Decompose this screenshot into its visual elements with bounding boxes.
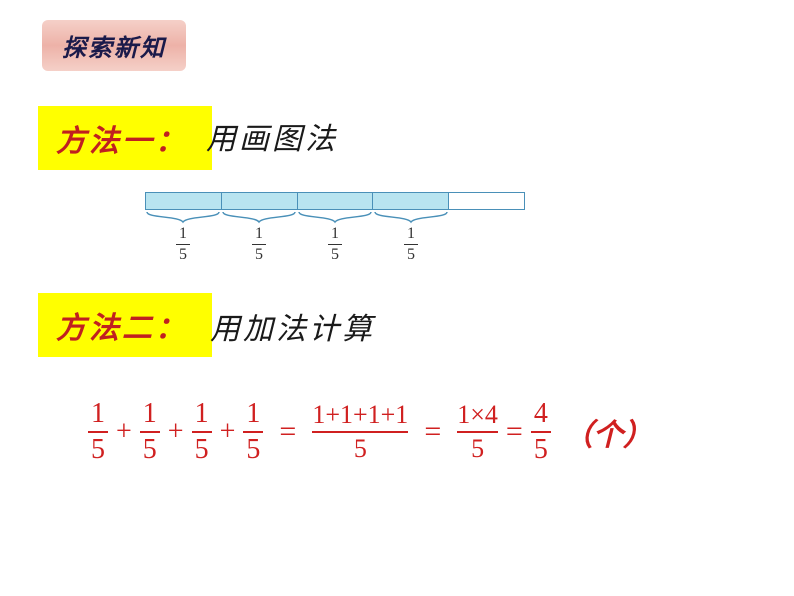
diagram-fraction: 15: [145, 226, 221, 264]
bar-segment: [146, 193, 222, 209]
bracket-cell: [221, 210, 297, 224]
plus-operator: +: [168, 416, 184, 448]
method-1-label: 方法一：: [38, 106, 212, 170]
equation-result: 45: [531, 400, 551, 464]
equals-operator: =: [424, 415, 441, 449]
fraction-bar-diagram: 15 15 15 15: [145, 192, 525, 264]
equals-operator: =: [279, 415, 296, 449]
method-2-desc: 用加法计算: [210, 304, 375, 348]
plus-operator: +: [220, 416, 236, 448]
method-2-label: 方法二：: [38, 293, 212, 357]
diagram-fraction-row: 15 15 15 15: [145, 226, 525, 264]
diagram-fraction: 15: [297, 226, 373, 264]
equation-step1: 1+1+1+15: [312, 402, 408, 462]
plus-operator: +: [116, 416, 132, 448]
header-badge: 探索新知: [42, 20, 186, 71]
method-1-desc: 用画图法: [206, 114, 338, 158]
bar-segment: [298, 193, 374, 209]
brackets-row: [145, 210, 525, 224]
equation-term: 15: [88, 400, 108, 464]
bar-segment: [222, 193, 298, 209]
diagram-fraction: 15: [221, 226, 297, 264]
bar-segment: [449, 193, 524, 209]
bracket-cell: [297, 210, 373, 224]
equation-term: 15: [243, 400, 263, 464]
equation-term: 15: [192, 400, 212, 464]
bar-segment: [373, 193, 449, 209]
equation: 15 + 15 + 15 + 15 = 1+1+1+15 = 1×45 = 45…: [84, 400, 653, 464]
equation-term: 15: [140, 400, 160, 464]
equation-unit: （个）: [563, 410, 653, 454]
bracket-cell: [145, 210, 221, 224]
equation-step2: 1×45: [457, 402, 498, 462]
equals-operator: =: [506, 415, 523, 449]
bracket-empty-cell: [449, 210, 525, 224]
bar-row: [145, 192, 525, 210]
diagram-fraction: 15: [373, 226, 449, 264]
diagram-fraction-empty: [449, 226, 525, 264]
bracket-cell: [373, 210, 449, 224]
